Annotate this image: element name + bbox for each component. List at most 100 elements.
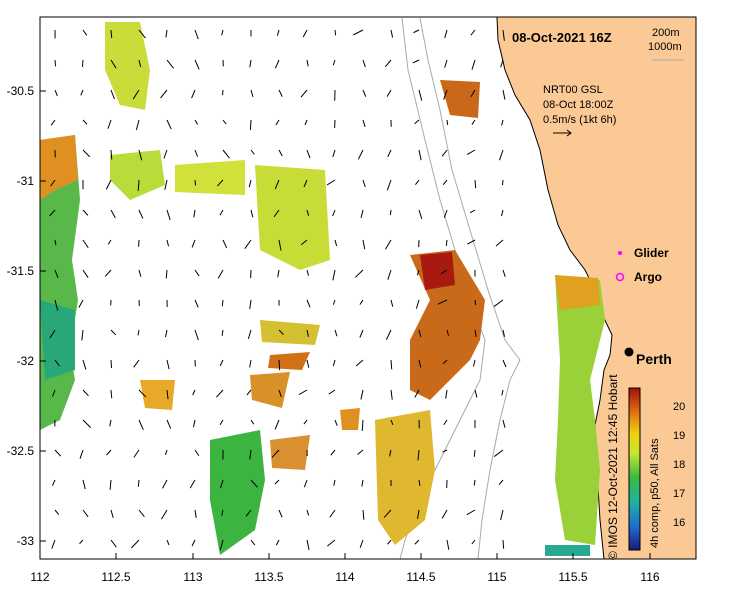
colorbar-tick: 19 [673,430,686,442]
current-arrow [493,299,504,307]
current-arrow [473,449,476,457]
current-arrow [472,359,476,367]
current-arrow [191,539,196,547]
current-arrow [502,329,506,337]
map-frame [39,16,697,560]
current-arrow [54,239,57,246]
current-arrow [334,29,337,36]
current-arrow [500,209,504,217]
current-arrows [49,29,507,551]
current-arrow [414,389,420,398]
current-arrow [362,179,366,188]
argo-marker-icon [615,272,625,282]
current-arrow [166,389,169,400]
current-arrow [329,509,336,518]
current-arrow [273,209,280,218]
current-arrow [104,269,112,277]
colorbar [628,387,641,551]
current-arrow [137,329,140,336]
current-source: NRT00 GSL [543,84,603,96]
current-arrow [274,419,280,430]
current-arrow [222,239,228,249]
current-arrow [502,269,506,277]
current-arrow [52,389,56,397]
current-arrow [500,59,504,68]
current-arrow [275,539,280,546]
current-arrow [306,359,310,368]
current-arrow [165,29,168,38]
current-arrow [106,449,112,456]
current-arrow [166,59,174,69]
current-arrow [298,389,308,395]
current-arrow [49,329,56,339]
current-arrow [278,329,284,335]
current-arrow [417,509,420,519]
current-arrow [194,509,197,518]
current-arrow [359,299,364,305]
x-label: 114 [335,570,355,584]
current-arrow [384,59,392,68]
current-arrow [446,539,450,550]
current-arrow [359,329,364,338]
current-arrow [274,59,280,69]
current-arrow [109,419,112,427]
current-arrow [278,509,283,518]
current-arrow [303,419,308,425]
current-arrow [194,449,200,457]
current-arrow [470,89,476,97]
current-arrow [306,509,310,516]
colorbar-caption: 4h comp, p50, All Sats [649,438,661,548]
current-arrow [306,539,310,550]
current-arrow [138,419,144,430]
current-arrow [502,89,506,100]
bathymetry-200m [419,17,521,560]
current-arrow [250,539,256,546]
current-arrow [443,419,448,426]
current-arrow [110,359,113,369]
current-arrow [138,149,143,161]
current-arrow [442,449,448,453]
current-arrow [355,359,364,367]
current-arrow [412,59,420,64]
current-arrow [500,509,504,521]
current-arrow [166,239,170,247]
current-arrow [110,149,113,160]
current-arrow [82,509,89,518]
current-arrow [362,119,366,127]
x-label: 113.5 [254,570,284,584]
current-arrow [474,329,477,337]
current-arrow [443,209,448,219]
current-arrow [194,149,199,157]
current-arrow [418,329,422,338]
current-arrow [250,209,254,218]
current-arrow [469,209,476,214]
current-arrow [445,239,448,246]
current-arrow [442,359,448,365]
current-arrow [471,539,476,545]
current-arrow [82,239,89,249]
current-arrow [249,119,252,130]
current-arrow [109,479,112,490]
current-arrow [332,359,336,367]
current-arrow [390,29,394,38]
axis-ticks [39,90,651,559]
current-arrow [333,479,336,486]
current-arrow [217,269,224,279]
current-arrow [414,119,420,125]
current-arrow [387,539,392,545]
current-arrow [418,479,421,487]
current-arrow [385,329,392,340]
current-arrow [79,539,84,544]
current-arrow [418,359,422,368]
current-arrow [442,179,448,185]
current-arrow [418,89,423,101]
colorbar-tick: 16 [673,517,686,529]
current-arrow [387,269,392,280]
current-arrow [300,239,308,246]
current-arrow [493,449,504,457]
current-arrow [446,329,450,336]
current-arrow [470,29,476,36]
current-arrow [360,209,364,218]
current-arrow [471,119,476,125]
